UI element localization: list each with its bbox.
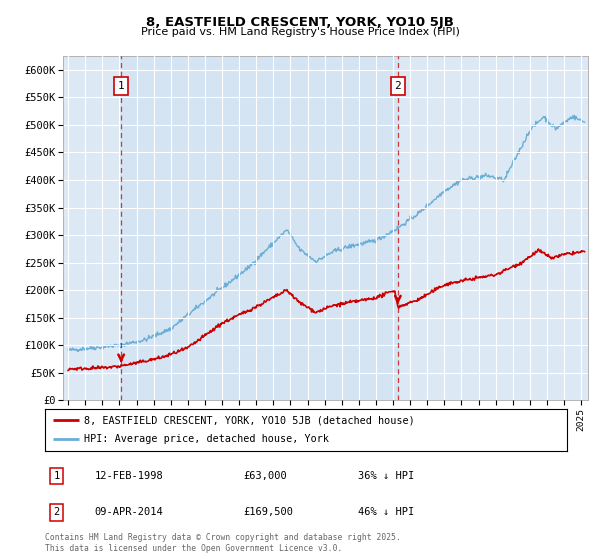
Text: 8, EASTFIELD CRESCENT, YORK, YO10 5JB: 8, EASTFIELD CRESCENT, YORK, YO10 5JB	[146, 16, 454, 29]
Text: Price paid vs. HM Land Registry's House Price Index (HPI): Price paid vs. HM Land Registry's House …	[140, 27, 460, 37]
Bar	[121, 56, 398, 400]
Text: 1: 1	[53, 471, 59, 481]
Text: £169,500: £169,500	[244, 507, 293, 517]
Text: HPI: Average price, detached house, York: HPI: Average price, detached house, York	[84, 435, 329, 445]
Text: £63,000: £63,000	[244, 471, 287, 481]
Text: 2: 2	[53, 507, 59, 517]
Text: 46% ↓ HPI: 46% ↓ HPI	[358, 507, 415, 517]
Text: Contains HM Land Registry data © Crown copyright and database right 2025.
This d: Contains HM Land Registry data © Crown c…	[45, 533, 401, 553]
Text: 12-FEB-1998: 12-FEB-1998	[95, 471, 163, 481]
Text: 2: 2	[394, 81, 401, 91]
Text: 8, EASTFIELD CRESCENT, YORK, YO10 5JB (detached house): 8, EASTFIELD CRESCENT, YORK, YO10 5JB (d…	[84, 415, 415, 425]
Text: 1: 1	[118, 81, 125, 91]
Text: 09-APR-2014: 09-APR-2014	[95, 507, 163, 517]
Text: 36% ↓ HPI: 36% ↓ HPI	[358, 471, 415, 481]
